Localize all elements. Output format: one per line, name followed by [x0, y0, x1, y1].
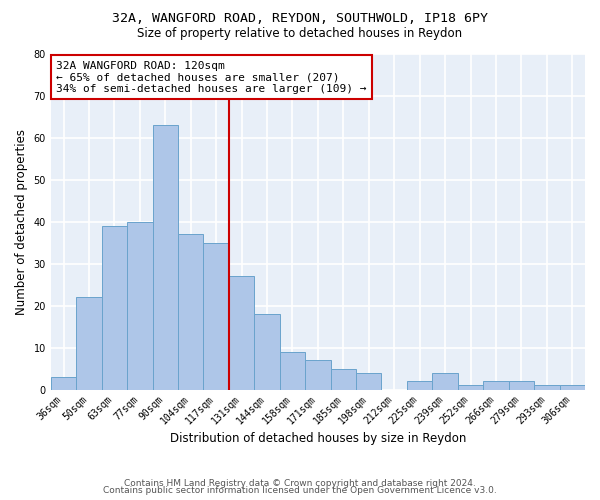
Bar [76, 298, 101, 390]
Bar [280, 352, 305, 390]
Text: 32A, WANGFORD ROAD, REYDON, SOUTHWOLD, IP18 6PY: 32A, WANGFORD ROAD, REYDON, SOUTHWOLD, I… [112, 12, 488, 26]
Text: Contains HM Land Registry data © Crown copyright and database right 2024.: Contains HM Land Registry data © Crown c… [124, 478, 476, 488]
Bar [534, 386, 560, 390]
Bar [331, 368, 356, 390]
Bar [305, 360, 331, 390]
Bar [203, 243, 229, 390]
Bar [407, 381, 433, 390]
Bar [509, 381, 534, 390]
Bar [458, 386, 483, 390]
Text: 32A WANGFORD ROAD: 120sqm
← 65% of detached houses are smaller (207)
34% of semi: 32A WANGFORD ROAD: 120sqm ← 65% of detac… [56, 60, 367, 94]
Bar [51, 377, 76, 390]
Text: Contains public sector information licensed under the Open Government Licence v3: Contains public sector information licen… [103, 486, 497, 495]
Bar [178, 234, 203, 390]
Bar [152, 126, 178, 390]
Bar [356, 373, 382, 390]
Bar [433, 373, 458, 390]
X-axis label: Distribution of detached houses by size in Reydon: Distribution of detached houses by size … [170, 432, 466, 445]
Bar [101, 226, 127, 390]
Bar [127, 222, 152, 390]
Text: Size of property relative to detached houses in Reydon: Size of property relative to detached ho… [137, 28, 463, 40]
Bar [560, 386, 585, 390]
Bar [254, 314, 280, 390]
Bar [483, 381, 509, 390]
Bar [229, 276, 254, 390]
Y-axis label: Number of detached properties: Number of detached properties [15, 129, 28, 315]
